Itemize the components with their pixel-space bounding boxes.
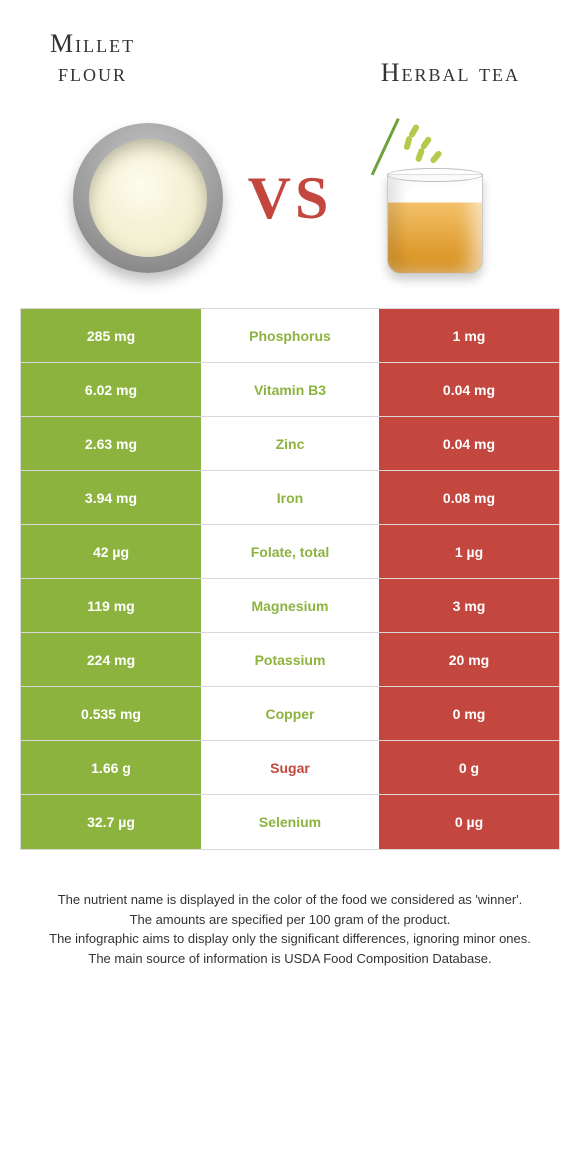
- nutrient-table: 285 mgPhosphorus1 mg6.02 mgVitamin B30.0…: [20, 308, 560, 850]
- title-left-line1: Millet: [50, 29, 135, 58]
- nutrient-name: Phosphorus: [201, 309, 379, 362]
- nutrient-name: Magnesium: [201, 579, 379, 632]
- title-left-line2: flour: [58, 58, 127, 87]
- right-value: 0 µg: [379, 795, 559, 849]
- table-row: 42 µgFolate, total1 µg: [21, 525, 559, 579]
- left-value: 1.66 g: [21, 741, 201, 794]
- footnote-line: The main source of information is USDA F…: [30, 949, 550, 969]
- nutrient-name: Iron: [201, 471, 379, 524]
- right-value: 3 mg: [379, 579, 559, 632]
- left-value: 285 mg: [21, 309, 201, 362]
- title-left: Millet flour: [50, 30, 135, 87]
- right-value: 0.04 mg: [379, 417, 559, 470]
- image-row: VS: [20, 98, 560, 308]
- footnote-line: The nutrient name is displayed in the co…: [30, 890, 550, 910]
- left-value: 3.94 mg: [21, 471, 201, 524]
- table-row: 285 mgPhosphorus1 mg: [21, 309, 559, 363]
- tea-icon: [357, 118, 507, 278]
- left-value: 2.63 mg: [21, 417, 201, 470]
- nutrient-name: Copper: [201, 687, 379, 740]
- table-row: 1.66 gSugar0 g: [21, 741, 559, 795]
- nutrient-name: Zinc: [201, 417, 379, 470]
- table-row: 2.63 mgZinc0.04 mg: [21, 417, 559, 471]
- nutrient-name: Folate, total: [201, 525, 379, 578]
- millet-flour-image: [68, 118, 228, 278]
- nutrient-name: Selenium: [201, 795, 379, 849]
- right-value: 0 g: [379, 741, 559, 794]
- title-row: Millet flour Herbal tea: [20, 20, 560, 98]
- title-right: Herbal tea: [381, 30, 520, 88]
- footnote-line: The amounts are specified per 100 gram o…: [30, 910, 550, 930]
- left-value: 224 mg: [21, 633, 201, 686]
- right-value: 0 mg: [379, 687, 559, 740]
- footnote: The nutrient name is displayed in the co…: [20, 850, 560, 968]
- right-value: 20 mg: [379, 633, 559, 686]
- table-row: 32.7 µgSelenium0 µg: [21, 795, 559, 849]
- left-value: 0.535 mg: [21, 687, 201, 740]
- table-row: 3.94 mgIron0.08 mg: [21, 471, 559, 525]
- right-value: 0.08 mg: [379, 471, 559, 524]
- vs-label: VS: [248, 164, 333, 233]
- table-row: 0.535 mgCopper0 mg: [21, 687, 559, 741]
- herbal-tea-image: [352, 118, 512, 278]
- table-row: 119 mgMagnesium3 mg: [21, 579, 559, 633]
- bowl-icon: [73, 123, 223, 273]
- infographic-container: Millet flour Herbal tea VS: [0, 0, 580, 1008]
- right-value: 0.04 mg: [379, 363, 559, 416]
- left-value: 119 mg: [21, 579, 201, 632]
- left-value: 32.7 µg: [21, 795, 201, 849]
- left-value: 42 µg: [21, 525, 201, 578]
- left-value: 6.02 mg: [21, 363, 201, 416]
- right-value: 1 µg: [379, 525, 559, 578]
- right-value: 1 mg: [379, 309, 559, 362]
- table-row: 6.02 mgVitamin B30.04 mg: [21, 363, 559, 417]
- nutrient-name: Potassium: [201, 633, 379, 686]
- nutrient-name: Vitamin B3: [201, 363, 379, 416]
- table-row: 224 mgPotassium20 mg: [21, 633, 559, 687]
- nutrient-name: Sugar: [201, 741, 379, 794]
- footnote-line: The infographic aims to display only the…: [30, 929, 550, 949]
